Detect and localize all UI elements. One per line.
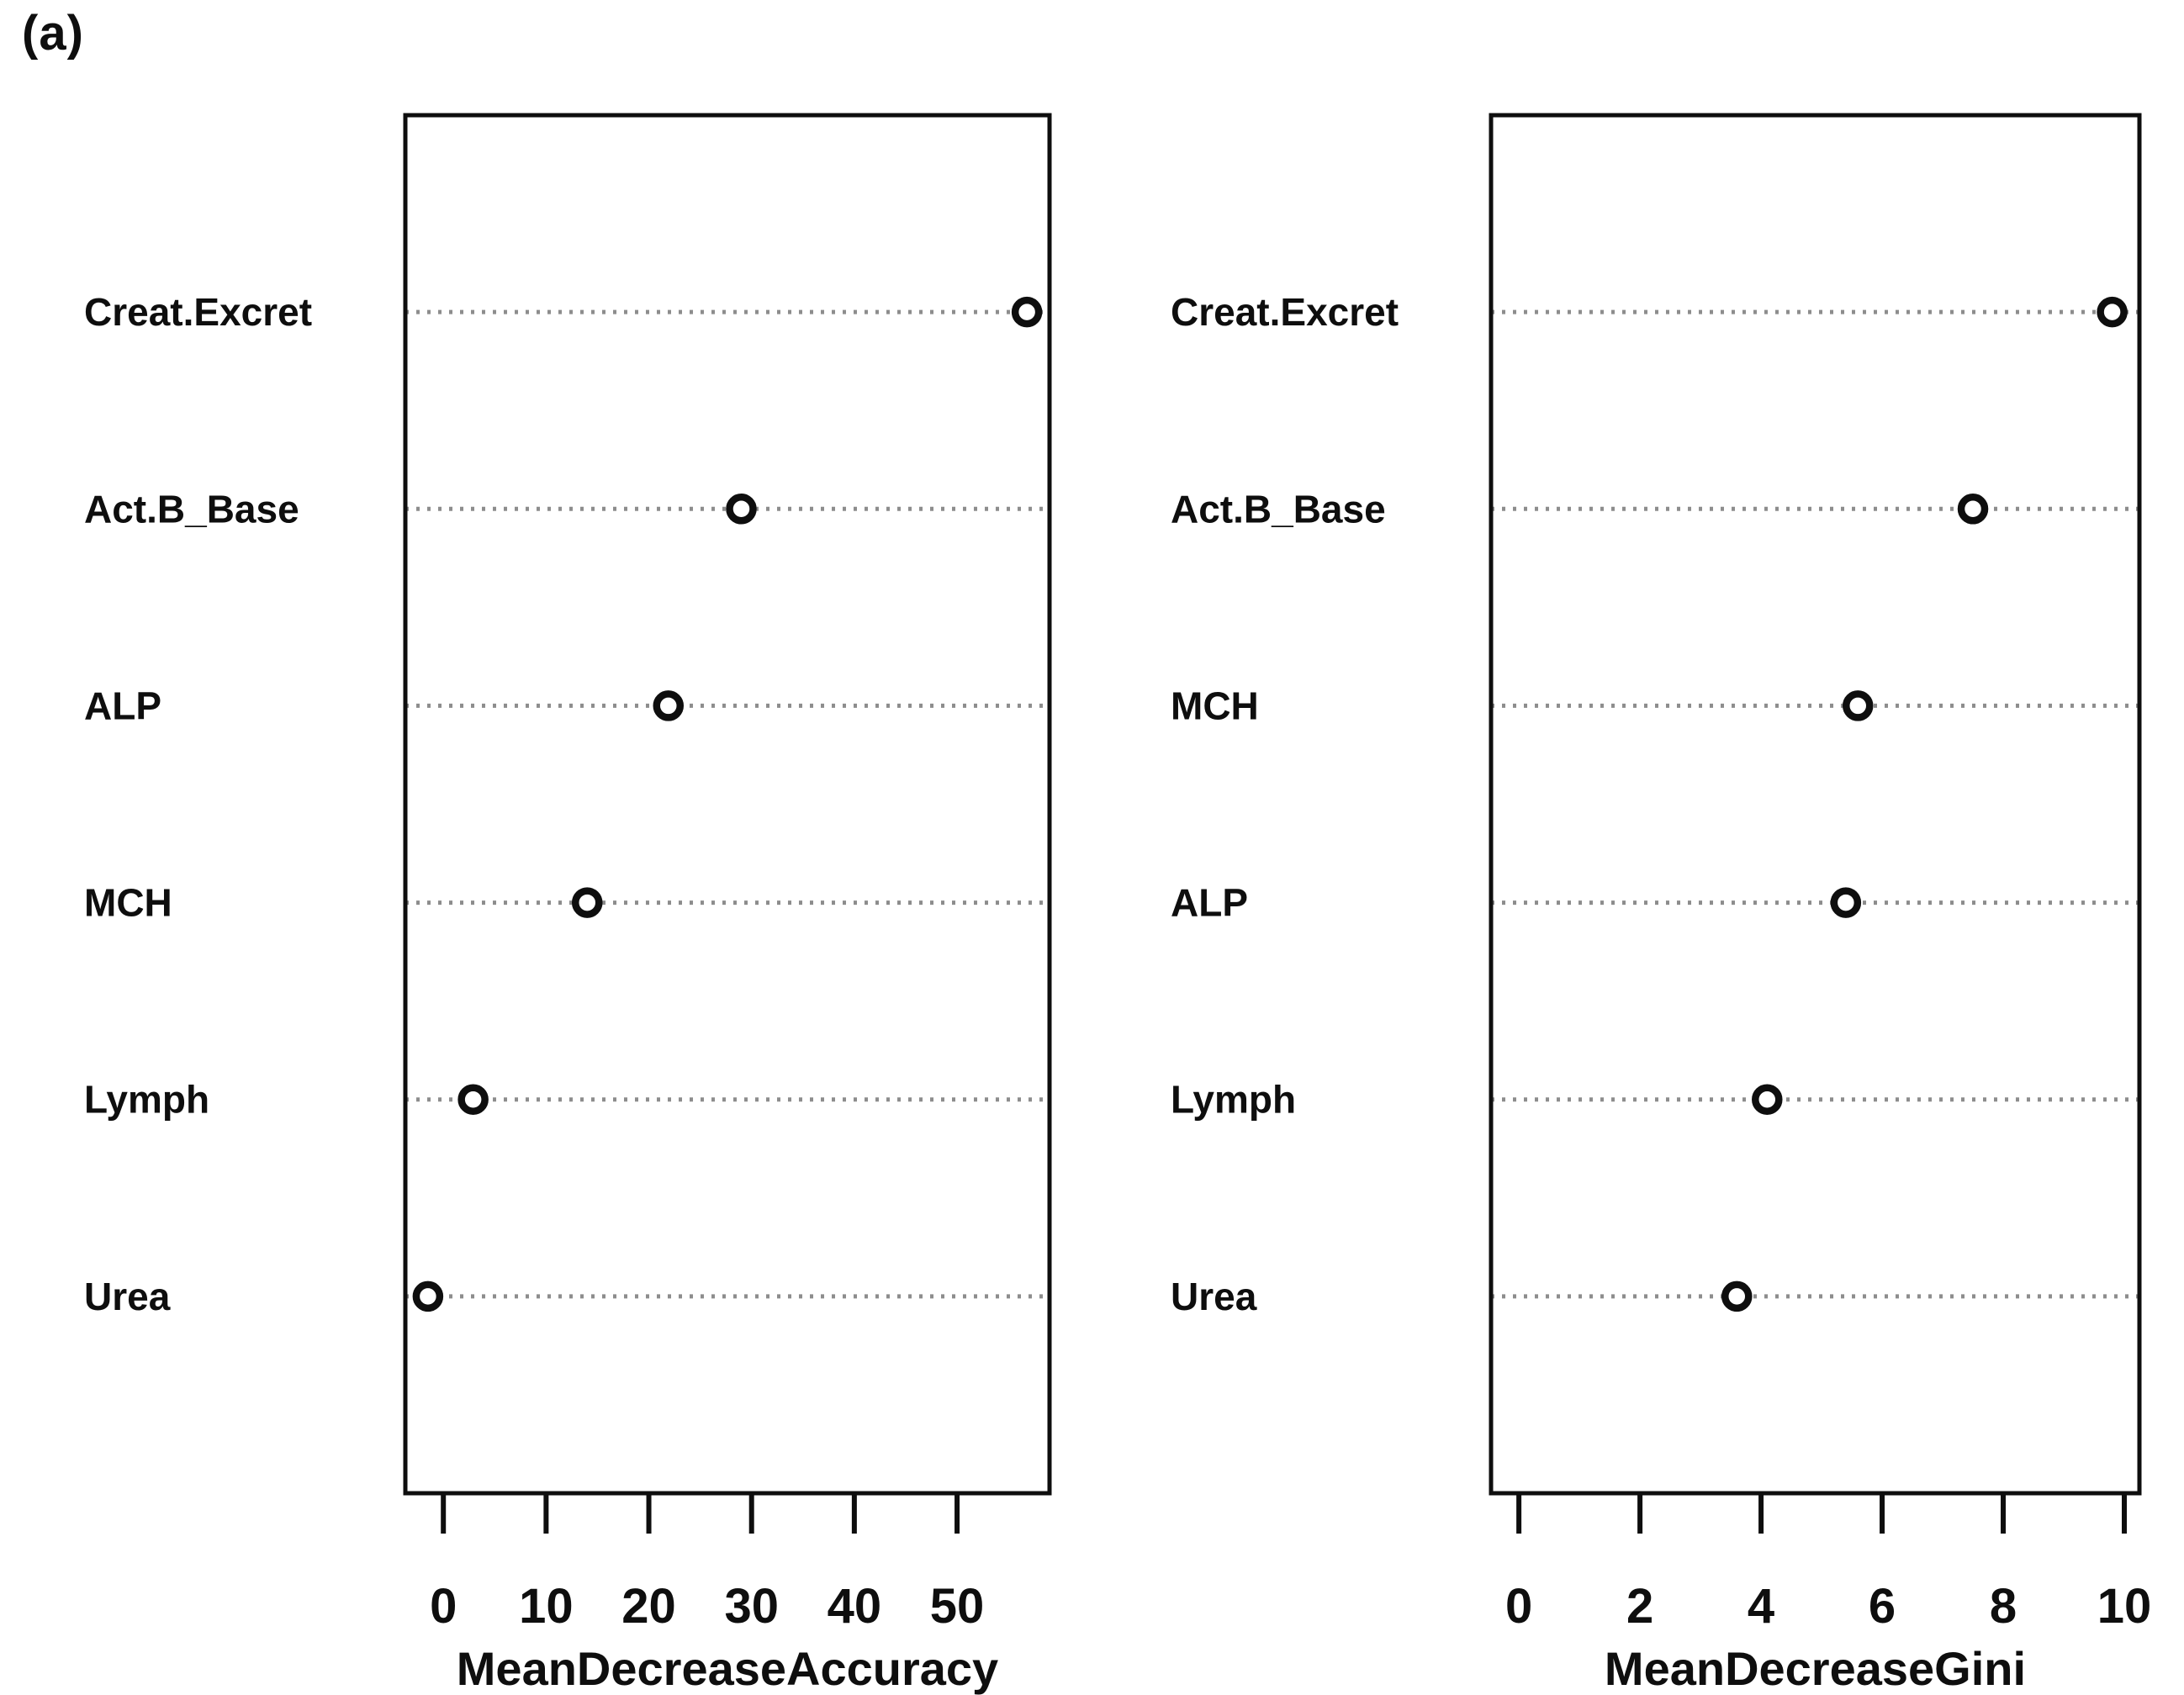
x-axis-tick-label: 50 [930,1579,985,1634]
data-point [2097,296,2128,328]
category-label: MCH [1171,684,1259,727]
x-axis-tick-label: 40 [828,1579,882,1634]
category-label: Lymph [84,1078,209,1122]
data-point [653,690,685,721]
x-axis-tick-label: 0 [1505,1579,1532,1634]
x-axis-tick-label: 20 [621,1579,676,1634]
category-label: Urea [84,1275,171,1318]
x-axis-title: MeanDecreaseAccuracy [457,1642,998,1695]
data-point [1752,1084,1783,1115]
category-label: MCH [84,881,172,925]
category-label: Act.B_Base [84,487,299,531]
x-axis-title: MeanDecreaseGini [1605,1642,2026,1695]
x-axis-tick-label: 2 [1626,1579,1653,1634]
data-point [1721,1280,1753,1312]
category-label: Act.B_Base [1171,487,1386,531]
category-label: Creat.Excret [84,290,312,334]
category-label: Urea [1171,1275,1257,1318]
data-point [1843,690,1874,721]
category-label: Lymph [1171,1078,1296,1122]
data-point [1011,296,1043,328]
data-point [726,494,757,525]
data-point [1957,494,1989,525]
data-point [571,887,603,918]
plot-box [1489,113,2142,1496]
dotchart-panel-1: Creat.Excret Act.B_Base ALP MCH Lymph Urea 0 10… [84,113,1052,1695]
x-axis-tick-label: 8 [1990,1579,2017,1634]
category-label: Creat.Excret [1171,290,1399,334]
x-axis-tick-label: 4 [1748,1579,1774,1634]
figure-panel-label: (a) [22,6,84,61]
x-axis-tick-label: 10 [519,1579,574,1634]
x-axis-tick-label: 0 [430,1579,457,1634]
x-axis-tick-label: 6 [1869,1579,1896,1634]
category-label: ALP [1171,881,1248,925]
data-point [412,1280,444,1312]
dotchart-panel-2: Creat.Excret Act.B_Base MCH ALP Lymph Urea 0 2 4… [1171,113,2152,1695]
x-axis-tick-label: 10 [2097,1579,2152,1634]
data-point [1830,887,1862,918]
category-label: ALP [84,684,161,727]
data-point [457,1084,489,1115]
plot-box [403,113,1052,1496]
x-axis-tick-label: 30 [724,1579,779,1634]
